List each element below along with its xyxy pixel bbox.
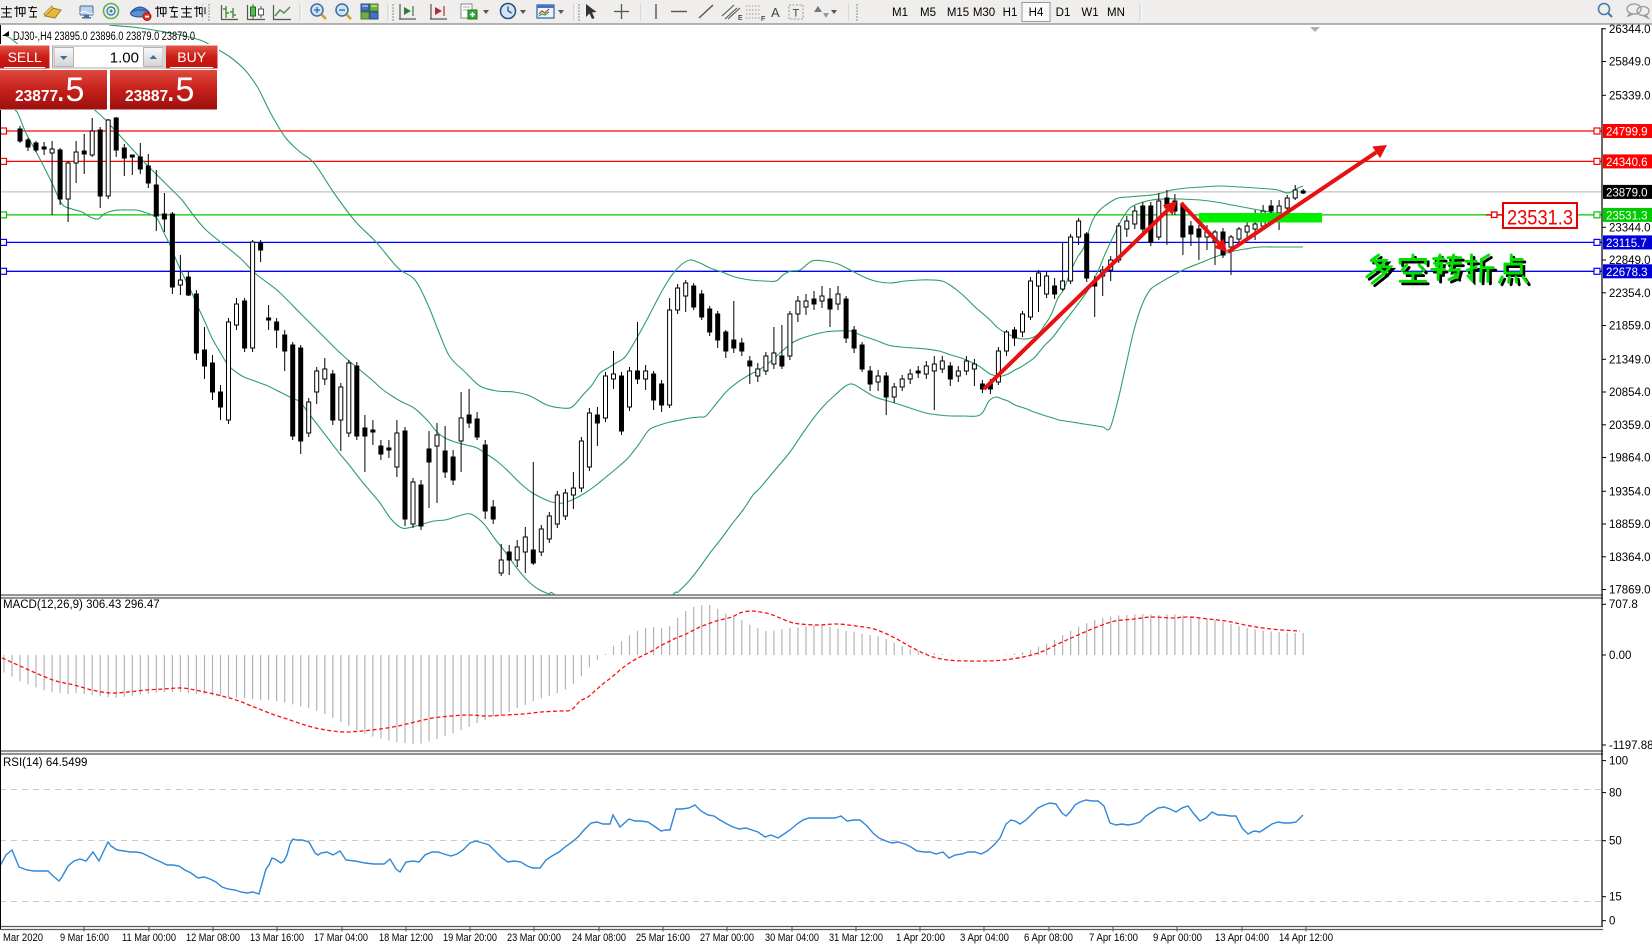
svg-text:23887: 23887: [125, 88, 168, 105]
svg-text:20854.0: 20854.0: [1609, 387, 1651, 399]
svg-text:W1: W1: [1081, 7, 1098, 19]
svg-text:M15: M15: [947, 7, 969, 19]
svg-text:0: 0: [1609, 916, 1615, 928]
svg-text:1 Apr 20:00: 1 Apr 20:00: [896, 932, 945, 944]
svg-text:D1: D1: [1056, 7, 1071, 19]
svg-text:13 Mar 16:00: 13 Mar 16:00: [250, 932, 304, 944]
svg-text:80: 80: [1609, 788, 1622, 800]
svg-text:22849.0: 22849.0: [1609, 255, 1651, 267]
svg-text:.5: .5: [166, 71, 194, 109]
svg-text:25339.0: 25339.0: [1609, 90, 1651, 102]
svg-text:23877: 23877: [15, 88, 58, 105]
svg-text:6 Apr 08:00: 6 Apr 08:00: [1024, 932, 1073, 944]
svg-text:14 Apr 12:00: 14 Apr 12:00: [1279, 932, 1333, 944]
svg-text:9 Mar 16:00: 9 Mar 16:00: [60, 932, 109, 944]
svg-text:50: 50: [1609, 836, 1622, 848]
svg-text:23531.3: 23531.3: [1606, 210, 1648, 222]
svg-text:19354.0: 19354.0: [1609, 486, 1651, 498]
svg-text:18364.0: 18364.0: [1609, 552, 1651, 564]
svg-text:A: A: [771, 5, 780, 20]
svg-text:1.00: 1.00: [110, 50, 139, 67]
svg-text:MN: MN: [1107, 7, 1125, 19]
svg-text:18 Mar 12:00: 18 Mar 12:00: [379, 932, 433, 944]
svg-text:M5: M5: [920, 7, 936, 19]
svg-text:M1: M1: [892, 7, 908, 19]
svg-text:E: E: [738, 15, 743, 22]
svg-text:707.8: 707.8: [1609, 599, 1638, 611]
svg-text:7 Apr 16:00: 7 Apr 16:00: [1089, 932, 1138, 944]
svg-text:23879.0: 23879.0: [1606, 187, 1648, 199]
svg-text:100: 100: [1609, 756, 1628, 768]
svg-text:30 Mar 04:00: 30 Mar 04:00: [765, 932, 819, 944]
svg-text:DJ30-,H4 23895.0 23896.0 2387: DJ30-,H4 23895.0 23896.0 23879.0 23879.0: [13, 31, 195, 43]
svg-text:12 Mar 08:00: 12 Mar 08:00: [186, 932, 240, 944]
svg-text:21859.0: 21859.0: [1609, 321, 1651, 333]
svg-text:24799.9: 24799.9: [1606, 127, 1648, 139]
svg-text:21349.0: 21349.0: [1609, 354, 1651, 366]
svg-text:-1197.88: -1197.88: [1609, 740, 1652, 752]
svg-text:23531.3: 23531.3: [1507, 207, 1573, 230]
svg-text:23344.0: 23344.0: [1609, 222, 1651, 234]
svg-text:22678.3: 22678.3: [1606, 267, 1648, 279]
svg-text:18859.0: 18859.0: [1609, 519, 1651, 531]
svg-text:19864.0: 19864.0: [1609, 453, 1651, 465]
svg-text:SELL: SELL: [8, 49, 42, 65]
svg-text:27 Mar 00:00: 27 Mar 00:00: [700, 932, 754, 944]
svg-text:13 Apr 04:00: 13 Apr 04:00: [1215, 932, 1269, 944]
svg-text:23115.7: 23115.7: [1606, 238, 1647, 250]
svg-text:BUY: BUY: [177, 49, 206, 65]
svg-text:25 Mar 16:00: 25 Mar 16:00: [636, 932, 690, 944]
svg-text:Mar 2020: Mar 2020: [3, 932, 43, 944]
svg-text:20359.0: 20359.0: [1609, 420, 1651, 432]
svg-text:MACD(12,26,9) 306.43 296.47: MACD(12,26,9) 306.43 296.47: [3, 599, 160, 611]
svg-text:25849.0: 25849.0: [1609, 57, 1651, 69]
svg-text:11 Mar 00:00: 11 Mar 00:00: [122, 932, 176, 944]
svg-text:24 Mar 08:00: 24 Mar 08:00: [572, 932, 626, 944]
svg-text:.5: .5: [56, 71, 84, 109]
svg-text:15: 15: [1609, 892, 1622, 904]
svg-text:RSI(14) 64.5499: RSI(14) 64.5499: [3, 757, 87, 769]
svg-text:3 Apr 04:00: 3 Apr 04:00: [960, 932, 1009, 944]
svg-text:H4: H4: [1029, 7, 1044, 19]
svg-text:M30: M30: [973, 7, 995, 19]
svg-text:17 Mar 04:00: 17 Mar 04:00: [314, 932, 368, 944]
svg-text:0.00: 0.00: [1609, 650, 1631, 662]
svg-text:24340.6: 24340.6: [1606, 157, 1648, 169]
svg-text:19 Mar 20:00: 19 Mar 20:00: [443, 932, 497, 944]
svg-text:31 Mar 12:00: 31 Mar 12:00: [829, 932, 883, 944]
svg-text:9 Apr 00:00: 9 Apr 00:00: [1153, 932, 1202, 944]
svg-text:22354.0: 22354.0: [1609, 288, 1651, 300]
svg-text:H1: H1: [1003, 7, 1018, 19]
svg-text:F: F: [761, 16, 765, 23]
svg-text:17869.0: 17869.0: [1609, 585, 1651, 597]
svg-text:23 Mar 00:00: 23 Mar 00:00: [507, 932, 561, 944]
svg-text:26344.0: 26344.0: [1609, 24, 1651, 36]
svg-text:T: T: [793, 8, 800, 20]
